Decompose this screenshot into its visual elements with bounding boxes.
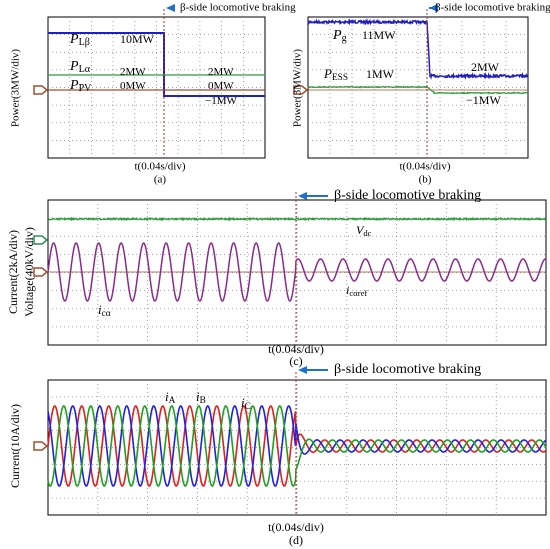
x-axis-label: t(0.04s/div) [268, 520, 324, 534]
annotation-text: i [346, 283, 349, 297]
annotation: 1MW [366, 67, 395, 81]
annotation-subscript: dc [363, 228, 371, 238]
waveform [48, 32, 265, 97]
annotation-text: 10MW [120, 32, 155, 46]
annotation: 2MW [120, 66, 146, 78]
annotation-text: −1MW [466, 93, 501, 107]
x-axis-label: t(0.04s/div) [268, 342, 324, 356]
annotation-subscript: cαref [349, 288, 367, 298]
event-arrowhead [166, 4, 175, 12]
y-axis-label: Current(2kA/div) [6, 230, 20, 314]
x-axis-label: t(0.04s/div) [399, 161, 450, 173]
annotation: PLα [69, 59, 91, 75]
annotation-text: P [69, 59, 79, 74]
annotation-subscript: ESS [332, 73, 348, 83]
annotation-text: −1MW [205, 95, 237, 107]
panel-title: β-side locomotive braking [334, 188, 481, 203]
annotation-text: P [323, 66, 332, 81]
annotation-text: P [69, 78, 79, 93]
channel-marker [33, 441, 49, 451]
annotation: 2MW [471, 60, 500, 74]
waveform [307, 18, 529, 80]
x-axis-label: t(0.04s/div) [134, 161, 185, 173]
panel-caption: (d) [289, 533, 303, 547]
annotation: icα [98, 302, 111, 319]
y-axis-label: Voltage(40kV/div) [22, 227, 36, 317]
channel-marker [293, 85, 309, 95]
waveform [47, 405, 547, 487]
panel-title: β-side locomotive braking [435, 2, 550, 14]
panel-title: β-side locomotive braking [180, 2, 296, 14]
annotation-text: i [165, 389, 169, 404]
panel-caption: (c) [289, 354, 302, 368]
annotation: PPV [69, 78, 92, 94]
annotation: iA [165, 389, 176, 406]
annotation: 0MW [120, 80, 146, 92]
annotation-text: 2MW [120, 66, 146, 78]
annotation-text: 0MW [208, 80, 234, 92]
annotation-text: P [69, 32, 79, 47]
y-axis-label: Power(3MW/div) [10, 49, 22, 128]
annotation: 2MW [208, 66, 234, 78]
annotation-text: i [241, 395, 245, 410]
channel-marker [33, 85, 49, 95]
annotation-text: 1MW [366, 67, 395, 81]
annotation-text: 2MW [208, 66, 234, 78]
channel-marker [33, 235, 49, 245]
waveform [47, 242, 547, 302]
annotation-text: V [356, 223, 365, 237]
annotation: −1MW [466, 93, 501, 107]
annotation: PLβ [69, 32, 90, 48]
annotation: Pg [332, 28, 347, 44]
annotation-subscript: PV [79, 83, 93, 94]
annotation: 10MW [120, 32, 155, 46]
annotation: 11MW [362, 28, 396, 42]
annotation-subscript: Lβ [79, 37, 90, 48]
annotation: 0MW [208, 80, 234, 92]
annotation-text: 2MW [471, 60, 500, 74]
annotation: icαref [346, 283, 367, 298]
annotation-text: i [196, 389, 200, 404]
panel-title: β-side locomotive braking [334, 362, 481, 377]
y-axis-label: Current(10A/div) [8, 404, 22, 488]
waveform [307, 85, 529, 95]
annotation-subscript: C [245, 402, 251, 412]
event-arrowhead [429, 4, 438, 12]
annotation: PESS [323, 66, 348, 83]
annotation-text: 0MW [120, 80, 146, 92]
annotation-subscript: g [342, 33, 347, 44]
channel-marker [33, 267, 49, 277]
annotation: iB [196, 389, 206, 406]
annotation-text: 11MW [362, 28, 396, 42]
annotation: iC [241, 395, 251, 412]
event-arrowhead [298, 366, 307, 374]
annotation-text: i [98, 302, 102, 317]
annotation-subscript: A [169, 396, 176, 406]
annotation: −1MW [205, 95, 237, 107]
panel-caption: (b) [419, 174, 432, 186]
waveform [47, 216, 547, 222]
annotation-subscript: B [200, 396, 206, 406]
y-axis-label: Power(3MW/div) [292, 49, 304, 128]
annotation-subscript: cα [102, 309, 111, 319]
annotation-subscript: Lα [79, 64, 91, 75]
event-arrowhead [298, 192, 307, 200]
panel-caption: (a) [154, 174, 167, 186]
annotation: Vdc [356, 223, 372, 238]
annotation-text: P [332, 28, 342, 43]
